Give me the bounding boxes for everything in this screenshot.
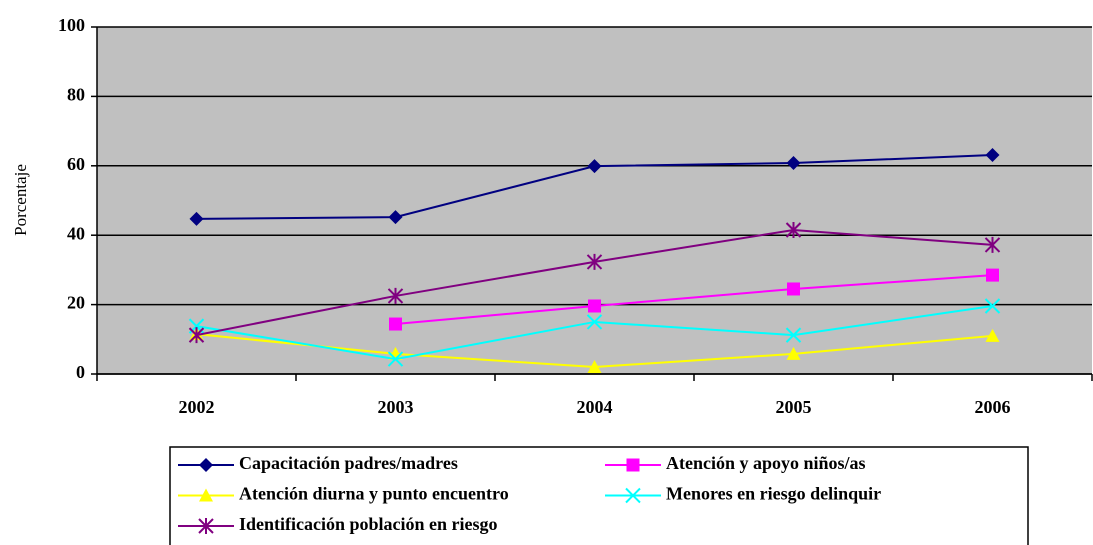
legend-box <box>169 446 1029 545</box>
y-tick-label: 60 <box>67 154 85 174</box>
marker <box>785 327 802 343</box>
marker <box>785 221 802 238</box>
legend: Capacitación padres/madres Atención y apo… <box>169 446 1029 545</box>
series-line <box>395 274 993 326</box>
marker <box>199 488 213 502</box>
legend-label: Capacitación padres/madres <box>239 453 458 473</box>
marker <box>387 351 404 367</box>
x-tick-label: 2006 <box>975 397 1011 417</box>
marker <box>586 314 603 330</box>
legend-label: Identificación población en riesgo <box>239 514 498 534</box>
marker <box>984 298 1001 314</box>
y-tick-label: 40 <box>67 223 85 243</box>
y-tick-label: 0 <box>76 362 85 382</box>
marker <box>588 299 601 313</box>
marker <box>198 518 214 534</box>
legend-label: Atención y apoyo niños/as <box>666 453 866 473</box>
marker <box>625 487 641 504</box>
marker <box>587 360 602 374</box>
y-tick-label: 20 <box>67 293 85 313</box>
x-tick-label: 2002 <box>179 397 215 417</box>
marker <box>786 156 801 171</box>
y-tick-label: 100 <box>58 15 85 35</box>
marker <box>389 317 402 331</box>
marker <box>199 458 213 472</box>
marker <box>586 253 603 270</box>
marker <box>786 346 801 360</box>
y-axis-label: Porcentaje <box>11 164 30 236</box>
marker <box>587 159 602 174</box>
marker <box>189 211 204 226</box>
x-tick-label: 2005 <box>776 397 812 417</box>
marker <box>787 282 800 296</box>
legend-label: Menores en riesgo delinquir <box>666 484 881 504</box>
marker <box>388 210 403 225</box>
x-tick-label: 2004 <box>577 397 613 417</box>
y-tick-label: 80 <box>67 85 85 105</box>
marker <box>985 328 1000 342</box>
marker <box>188 327 205 344</box>
marker <box>984 236 1001 253</box>
marker <box>387 287 404 304</box>
marker <box>985 148 1000 163</box>
legend-label: Atención diurna y punto encuentro <box>239 484 509 504</box>
marker <box>986 268 999 282</box>
x-tick-label: 2003 <box>378 397 414 417</box>
marker <box>626 458 640 472</box>
